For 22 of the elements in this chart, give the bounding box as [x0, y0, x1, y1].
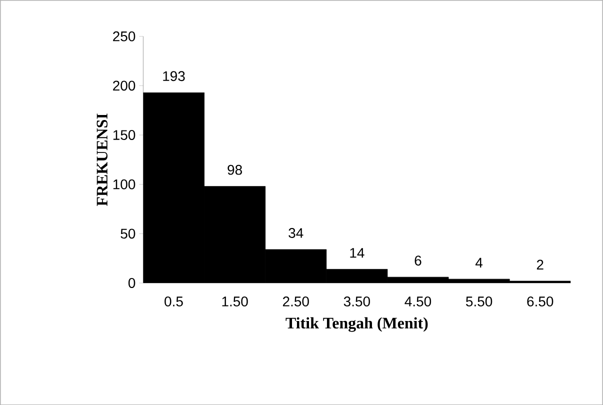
data-label: 14: [350, 248, 364, 258]
x-tick-label: 1.50: [222, 296, 248, 306]
x-tick-label: 4.50: [404, 296, 432, 306]
y-tick-label: 150: [113, 130, 136, 140]
x-tick-label: 3.50: [344, 296, 370, 306]
x-tick-label: 2.50: [282, 296, 309, 306]
y-tick-label: 50: [120, 228, 136, 239]
data-label: 193: [163, 71, 185, 81]
x-tick-label: 5.50: [466, 296, 492, 306]
y-axis-title: FREKUENSI: [96, 113, 108, 206]
data-label: 2: [536, 260, 544, 270]
y-tick-label: 250: [113, 31, 136, 42]
y-tick-label: 0: [128, 278, 136, 288]
y-tick-label: 200: [113, 80, 136, 91]
data-label: 98: [228, 164, 242, 175]
data-label: 4: [475, 258, 483, 268]
data-label: 34: [288, 228, 304, 238]
x-axis-title: Titik Tengah (Menit): [286, 317, 428, 332]
x-tick-label: 0.5: [164, 296, 183, 306]
y-tick-label: 100: [113, 179, 136, 190]
x-tick-label: 6.50: [527, 296, 554, 306]
data-label: 6: [414, 256, 422, 266]
